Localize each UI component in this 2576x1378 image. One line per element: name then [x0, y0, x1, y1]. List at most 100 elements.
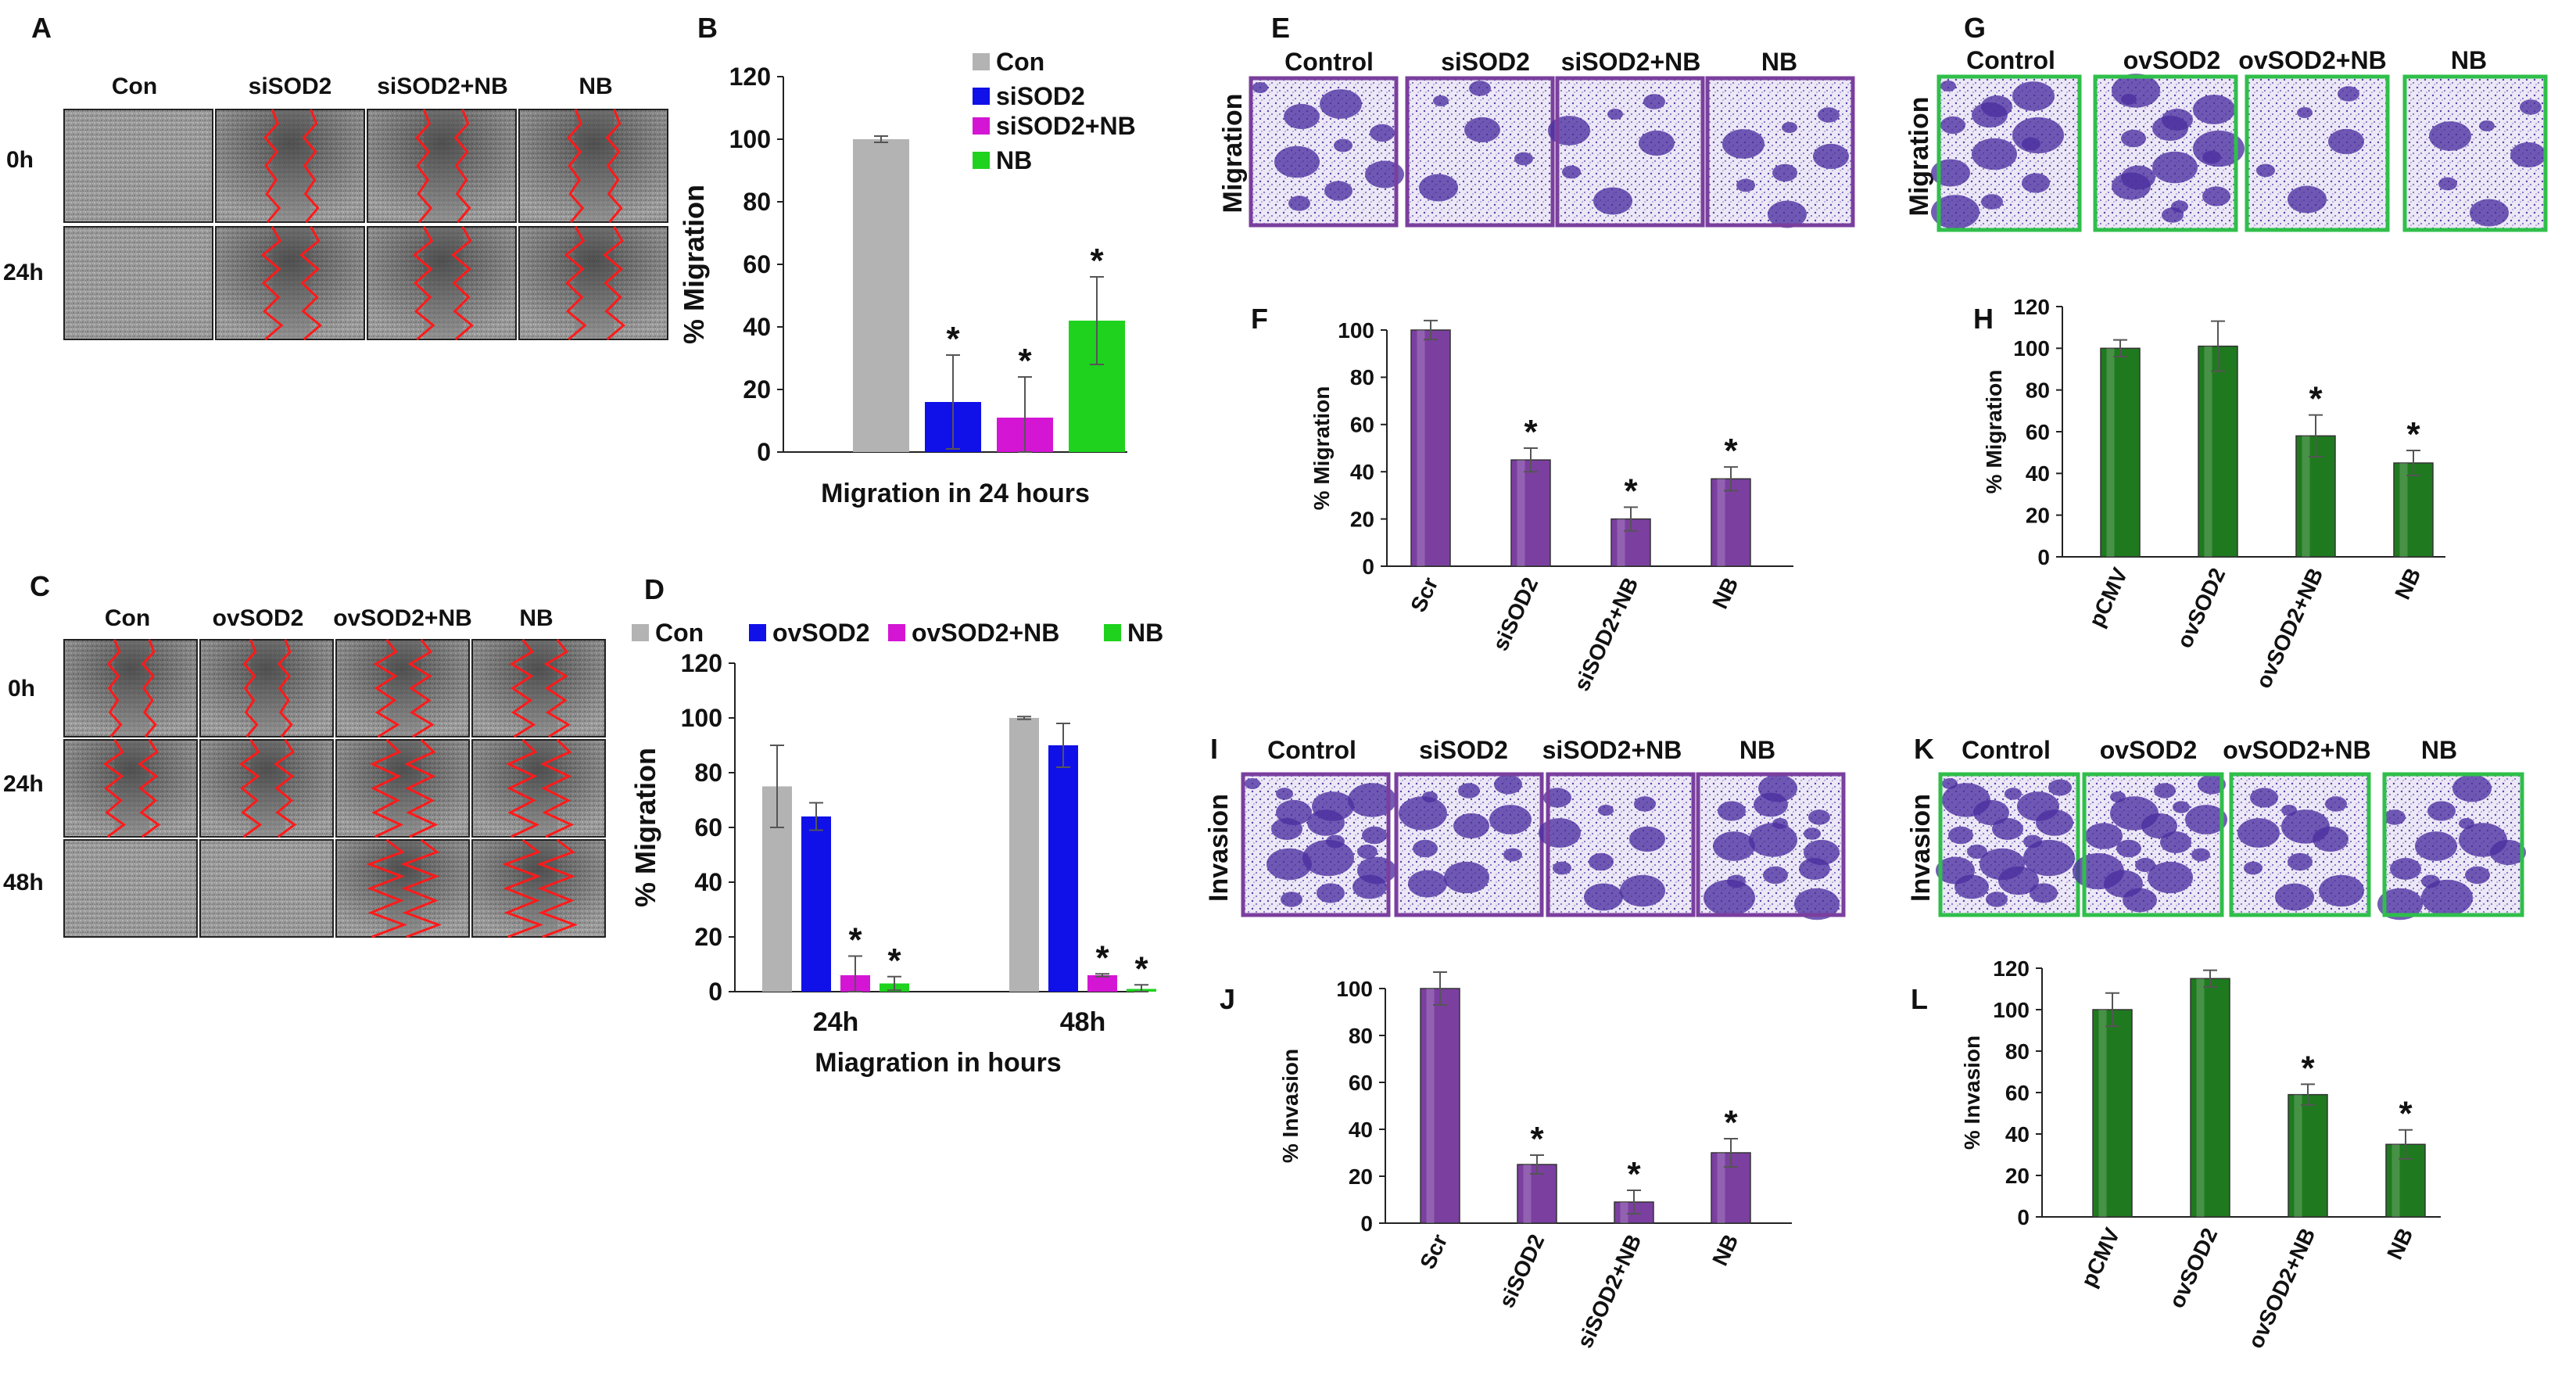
chart-l-ytick-label: 120: [1993, 956, 2030, 981]
chart-l-ytick-label: 60: [2005, 1081, 2030, 1105]
panel-e-cluster-4-1: [1782, 122, 1797, 133]
panel-k-cluster-3-10: [2281, 809, 2330, 844]
chart-l-bar-3: [2288, 1093, 2328, 1218]
chart-f-bar-2-significance: *: [1524, 413, 1538, 451]
panel-k-cluster-4-4: [2452, 774, 2492, 802]
chart-l-category-label: pCMV: [2076, 1224, 2125, 1290]
panel-a-r1c4-edge-1: [567, 109, 585, 223]
chart-l-ylabel: % Invasion: [1960, 1035, 1984, 1150]
panel-e-cluster-3-3: [1562, 165, 1581, 179]
panel-a-r1c4-shading: [519, 109, 668, 222]
chart-h-category-label: NB: [2390, 564, 2425, 603]
chart-f-category-label: Scr: [1406, 573, 1442, 615]
panel-e-cluster-1-6: [1320, 89, 1362, 119]
panel-g-cluster-1-9: [2022, 173, 2050, 193]
panel-c-letter: C: [30, 570, 50, 602]
panel-i-cluster-4-14: [1804, 827, 1821, 840]
panel-k-cell-4: [2377, 772, 2526, 920]
chart-d-legend-swatch: [749, 624, 766, 641]
panel-k-cluster-2-15: [2085, 823, 2123, 849]
panel-e-cluster-2-5: [1469, 81, 1491, 96]
panel-a-r1c3-edge-2: [453, 109, 471, 223]
panel-k-cluster-1-13: [1954, 874, 1989, 899]
panel-e-image-grid: [1249, 76, 1855, 228]
chart-d-bar-con-2: [1009, 718, 1039, 992]
panel-c-r1c4-edge-2: [543, 639, 571, 738]
panel-i-col-1: Control: [1267, 736, 1356, 764]
panel-g-cell-4: [2402, 74, 2548, 232]
chart-f-ytick-label: 40: [1350, 460, 1374, 484]
panel-k-cluster-3-7: [2288, 852, 2313, 871]
panel-i-cluster-1-16: [1357, 844, 1378, 859]
panel-k-cluster-4-10: [2459, 823, 2507, 857]
panel-a-r2c4-shading: [519, 227, 668, 339]
panel-i-cluster-1-5: [1281, 892, 1302, 907]
panel-c-r2c4-edge-2: [540, 738, 575, 838]
panel-e-cluster-3-1: [1607, 109, 1623, 120]
panel-e-cluster-3-6: [1548, 116, 1590, 145]
panel-e-cluster-4-4: [1768, 200, 1807, 228]
panel-k-cluster-1-11: [1992, 818, 2023, 840]
chart-j-bar-3-highlight: [1620, 1202, 1628, 1223]
panel-i-cluster-4-9: [1718, 801, 1746, 821]
panel-g-cluster-2-12: [2193, 130, 2245, 167]
panel-g-row-label: Migration: [1904, 97, 1934, 217]
panel-i-cluster-2-9: [1494, 774, 1522, 795]
panel-e-cell-4: [1705, 76, 1855, 228]
chart-h-ytick-label: 20: [2026, 503, 2050, 527]
chart-d-legend-swatch: [1104, 624, 1121, 641]
chart-f-bar-4: [1711, 478, 1751, 567]
chart-j-bar-2-highlight: [1523, 1164, 1532, 1223]
chart-l-category-label: ovSOD2: [2164, 1224, 2222, 1312]
panel-e-col-2: siSOD2: [1441, 48, 1530, 76]
chart-l-ytick-label: 100: [1993, 998, 2030, 1022]
chart-f-bar-2: [1510, 459, 1551, 567]
panel-g-image-grid: [1931, 74, 2548, 232]
chart-h-bar-2-highlight: [2204, 346, 2212, 557]
panel-i-cluster-1-15: [1307, 809, 1345, 836]
chart-l-bar-4-significance: *: [2399, 1095, 2413, 1133]
chart-h-category-label: pCMV: [2084, 564, 2133, 630]
chart-j-ytick-label: 60: [1349, 1071, 1373, 1095]
panel-i-cell-1: [1241, 772, 1396, 917]
panel-g-cluster-2-10: [2112, 74, 2160, 108]
chart-j-bar-4-highlight: [1717, 1153, 1725, 1223]
panel-a-r2c3-edge-1: [412, 226, 435, 341]
panel-i-cluster-1-9: [1317, 883, 1345, 903]
panel-k-cluster-1-17: [1998, 866, 2039, 895]
chart-b-legend-label: NB: [996, 146, 1032, 174]
panel-g-cluster-1-8: [1972, 138, 2017, 170]
panel-a-r1c2-edge-1: [263, 109, 281, 223]
panel-c-row-3: 48h: [3, 870, 44, 895]
chart-l-ytick-label: 20: [2005, 1164, 2030, 1188]
chart-b-ytick-label: 40: [743, 313, 771, 341]
panel-i-cluster-2-8: [1444, 861, 1489, 894]
panel-i-frame-2: [1394, 772, 1544, 917]
panel-i-cell-2: [1394, 772, 1544, 917]
panel-i-cluster-4-13: [1754, 792, 1788, 817]
panel-e-col-4: NB: [1761, 48, 1797, 76]
panel-e-image-2-bg: [1407, 78, 1553, 225]
chart-j-ylabel: % Invasion: [1278, 1049, 1302, 1163]
panel-e-cluster-1-2: [1284, 103, 1320, 130]
chart-d-ytick-label: 120: [681, 649, 722, 677]
panel-a-col-1: Con: [112, 74, 157, 99]
chart-b-ytick-label: 120: [729, 63, 771, 91]
panel-g-cell-2: [2093, 74, 2245, 232]
panel-k-col-1: Control: [1962, 736, 2051, 764]
chart-h-bar-1-highlight: [2106, 348, 2115, 557]
panel-k-cluster-4-6: [2415, 831, 2457, 861]
chart-b-legend-label: siSOD2+NB: [996, 112, 1136, 140]
panel-i-cluster-4-11: [1799, 858, 1830, 880]
panel-i-cluster-4-6: [1713, 831, 1755, 861]
panel-e-cluster-1-9: [1324, 181, 1352, 201]
panel-k-cell-2: [2073, 772, 2227, 917]
panel-g-cluster-1-11: [1981, 95, 2012, 117]
panel-e-letter: E: [1271, 12, 1290, 44]
chart-d-ytick-label: 0: [708, 978, 722, 1006]
panel-c-r3c1-image: [63, 839, 198, 938]
chart-j-ytick-label: 40: [1349, 1118, 1373, 1142]
panel-i-cluster-3-5: [1634, 796, 1656, 812]
panel-e-frame-1: [1249, 76, 1399, 228]
panel-i-col-4: NB: [1739, 736, 1775, 764]
